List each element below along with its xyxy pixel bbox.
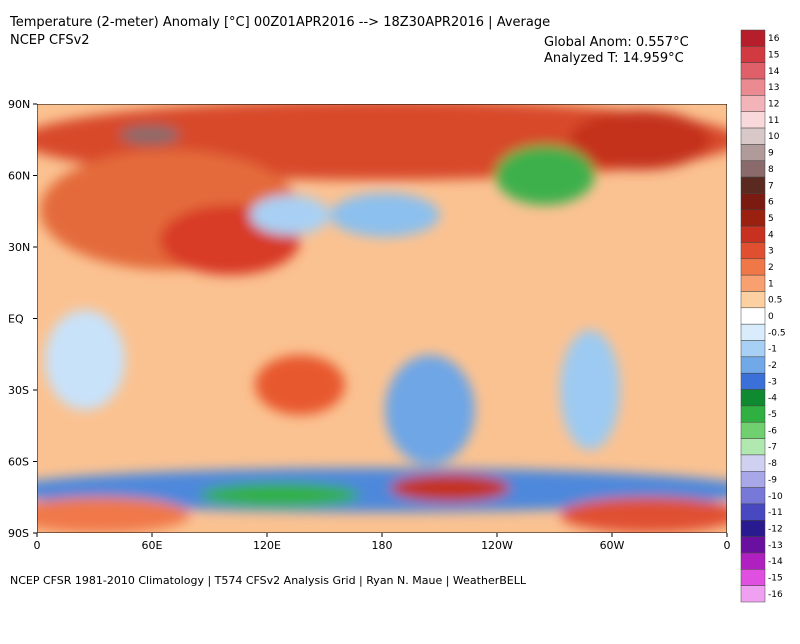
colorbar-label: 9	[768, 149, 774, 159]
colorbar-label: -10	[768, 492, 783, 502]
colorbar-label: -16	[768, 590, 783, 600]
colorbar-label: 8	[768, 165, 774, 175]
lat-label: 30S	[8, 384, 29, 397]
colorbar-swatch	[740, 242, 766, 260]
lon-label: 0	[34, 539, 41, 552]
colorbar-swatch	[740, 454, 766, 472]
colorbar-swatch	[740, 111, 766, 129]
footer: NCEP CFSR 1981-2010 Climatology | T574 C…	[10, 574, 527, 587]
colorbar-swatch	[740, 389, 766, 407]
analyzed-t: Analyzed T: 14.959°C	[544, 51, 684, 66]
lon-label: 120W	[481, 539, 513, 552]
lat-label: 60N	[8, 170, 30, 183]
colorbar-swatch	[740, 372, 766, 390]
colorbar-label: -14	[768, 557, 783, 567]
lon-label: 120E	[253, 539, 281, 552]
colorbar-swatch	[740, 307, 766, 325]
colorbar-swatch	[740, 78, 766, 96]
colorbar-label: 10	[768, 132, 780, 142]
colorbar-swatch	[740, 144, 766, 161]
colorbar-swatch	[740, 503, 766, 521]
colorbar-swatch	[740, 438, 766, 456]
lat-label: 90N	[8, 98, 30, 111]
colorbar-label: -1	[768, 345, 777, 355]
lat-label: 90S	[8, 527, 29, 540]
colorbar-label: -9	[768, 475, 777, 485]
colorbar-label: 2	[768, 263, 774, 273]
colorbar-label: -7	[768, 443, 777, 453]
colorbar-label: 1	[768, 279, 774, 289]
title: Temperature (2-meter) Anomaly [°C] 00Z01…	[9, 15, 550, 30]
colorbar-label: 12	[768, 100, 779, 110]
colorbar-label: 0.5	[768, 296, 782, 306]
colorbar-swatch	[740, 160, 766, 178]
colorbar-label: 14	[768, 67, 780, 77]
model: NCEP CFSv2	[10, 33, 90, 48]
colorbar-swatch	[740, 62, 766, 80]
colorbar-swatch	[740, 487, 766, 505]
colorbar-swatch	[740, 176, 766, 194]
colorbar-swatch	[740, 585, 766, 603]
colorbar-swatch	[740, 193, 766, 211]
colorbar-swatch	[740, 291, 766, 309]
lon-label: 0	[724, 539, 731, 552]
colorbar-label: 13	[768, 83, 779, 93]
colorbar-label: -12	[768, 524, 783, 534]
colorbar-label: -8	[768, 459, 777, 469]
colorbar-label: -3	[768, 377, 777, 387]
colorbar-swatch	[740, 421, 766, 439]
colorbar-swatch	[740, 340, 766, 358]
colorbar-label: 6	[768, 198, 774, 208]
colorbar-label: -13	[768, 541, 783, 551]
colorbar-label: -6	[768, 426, 777, 436]
global-anom: Global Anom: 0.557°C	[544, 35, 689, 50]
colorbar-swatch	[740, 405, 766, 423]
colorbar-swatch	[740, 46, 766, 63]
colorbar-label: 11	[768, 116, 779, 126]
lat-label: EQ	[8, 313, 24, 326]
lat-label: 60S	[8, 456, 29, 469]
colorbar-label: -2	[768, 361, 777, 371]
lon-label: 60W	[600, 539, 625, 552]
colorbar-swatch	[740, 274, 766, 292]
colorbar-label: 16	[768, 34, 780, 44]
colorbar-label: -11	[768, 508, 783, 518]
colorbar-label: 7	[768, 181, 774, 191]
anomaly-map	[37, 104, 727, 533]
colorbar-swatch	[740, 209, 766, 227]
colorbar-label: -15	[768, 573, 783, 583]
colorbar-swatch	[740, 258, 766, 276]
colorbar-swatch	[740, 95, 766, 112]
colorbar-label: 0	[768, 312, 774, 322]
colorbar-swatch	[740, 225, 766, 243]
colorbar-label: 5	[768, 214, 774, 224]
colorbar-label: -5	[768, 410, 777, 420]
colorbar-swatch	[740, 127, 766, 145]
colorbar-swatch	[740, 29, 766, 47]
colorbar-label: 15	[768, 51, 779, 61]
colorbar-swatch	[740, 323, 766, 341]
colorbar-swatch	[740, 552, 766, 570]
colorbar-swatch	[740, 356, 766, 374]
lat-label: 30N	[8, 241, 30, 254]
lon-label: 180	[372, 539, 393, 552]
colorbar-swatch	[740, 520, 766, 537]
colorbar-swatch	[740, 471, 766, 488]
lon-label: 60E	[142, 539, 163, 552]
colorbar-swatch	[740, 536, 766, 554]
colorbar-swatch	[740, 569, 766, 586]
colorbar-label: -4	[768, 394, 777, 404]
colorbar-label: 4	[768, 230, 774, 240]
colorbar-label: 3	[768, 247, 774, 257]
colorbar-label: -0.5	[768, 328, 786, 338]
